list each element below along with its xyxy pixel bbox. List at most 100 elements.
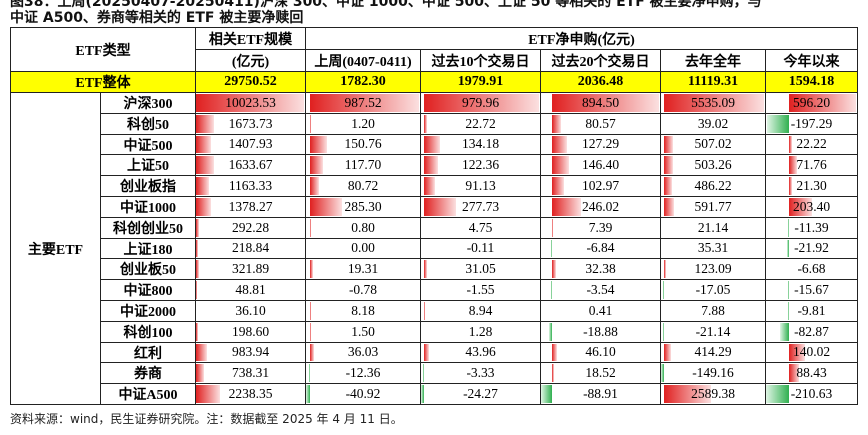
cell: 979.96 bbox=[420, 92, 541, 114]
cell-text: 134.18 bbox=[461, 136, 500, 152]
cell: 140.02 bbox=[765, 341, 858, 364]
data-bar bbox=[310, 302, 312, 320]
cell: 8.94 bbox=[420, 300, 541, 322]
cell: -0.11 bbox=[420, 237, 541, 260]
data-bar bbox=[306, 385, 311, 403]
cell-text: 18.52 bbox=[585, 365, 616, 381]
data-bar bbox=[789, 94, 856, 112]
cell-text: 10023.53 bbox=[225, 94, 276, 110]
cell-text: -11.39 bbox=[794, 219, 829, 235]
data-bar bbox=[421, 385, 424, 403]
data-bar bbox=[663, 135, 673, 154]
data-bar bbox=[423, 114, 427, 133]
cell-text: 22.22 bbox=[796, 136, 827, 152]
cell-text: 0.41 bbox=[588, 302, 613, 318]
cell-text: -21.92 bbox=[794, 240, 829, 256]
cell-text: 1.50 bbox=[351, 323, 375, 339]
cell: -18.88 bbox=[540, 320, 661, 343]
cell: 今年以来 bbox=[765, 49, 858, 72]
cell-text: -6.84 bbox=[586, 240, 615, 256]
cell-text: 122.36 bbox=[461, 157, 500, 173]
data-bar bbox=[789, 177, 792, 195]
cell: -21.92 bbox=[765, 237, 858, 260]
cell: 146.40 bbox=[540, 154, 661, 177]
cell-text: -1.55 bbox=[466, 282, 495, 298]
cell: 1407.93 bbox=[195, 133, 306, 156]
cell: 91.13 bbox=[420, 175, 541, 197]
data-bar bbox=[310, 135, 328, 154]
cell-text: -17.05 bbox=[695, 282, 731, 298]
cell-text: 127.29 bbox=[581, 136, 620, 152]
cell: 科创50 bbox=[100, 112, 196, 135]
cell-text: 8.18 bbox=[351, 302, 375, 318]
cell: 277.73 bbox=[420, 196, 541, 218]
cell-text: -0.78 bbox=[348, 282, 378, 298]
cell: 0.41 bbox=[540, 300, 661, 322]
cell-text: -149.16 bbox=[692, 365, 734, 381]
cell-text: 2238.35 bbox=[228, 386, 273, 402]
data-bar bbox=[196, 177, 209, 195]
data-bar bbox=[551, 156, 570, 175]
cell-text: 123.09 bbox=[694, 261, 732, 277]
cell-text: 198.60 bbox=[231, 323, 270, 339]
data-bar bbox=[789, 364, 800, 383]
cell: 上证50 bbox=[100, 154, 196, 177]
data-bar bbox=[196, 114, 215, 133]
cell: 上证180 bbox=[100, 237, 196, 260]
cell-text: 150.76 bbox=[344, 136, 382, 152]
cell: 2589.38 bbox=[660, 383, 766, 405]
cell-text: 7.88 bbox=[701, 302, 725, 318]
cell-text: 46.10 bbox=[585, 344, 616, 360]
cell: -15.67 bbox=[765, 279, 858, 301]
cell: 738.31 bbox=[195, 362, 306, 385]
cell: 285.30 bbox=[305, 196, 421, 218]
data-bar bbox=[551, 177, 564, 195]
cell-text: -197.29 bbox=[790, 115, 833, 131]
cell-text: 43.96 bbox=[465, 344, 496, 360]
data-bar bbox=[196, 239, 199, 258]
cell: 10023.53 bbox=[195, 92, 306, 114]
cell-text: 1.20 bbox=[351, 115, 375, 131]
cell-text: -0.11 bbox=[466, 240, 495, 256]
footer: 资料来源：wind，民生证券研究院。注：数据截至 2025 年 4 月 11 日… bbox=[10, 412, 403, 426]
cell: 上周(0407-0411) bbox=[305, 49, 421, 72]
data-bar bbox=[196, 260, 200, 279]
cell: 1633.67 bbox=[195, 154, 306, 177]
cell: 122.36 bbox=[420, 154, 541, 177]
cell-text: 22.72 bbox=[465, 115, 496, 131]
cell: 0.00 bbox=[305, 237, 421, 260]
cell: -197.29 bbox=[765, 112, 858, 135]
cell-text: 8.94 bbox=[468, 302, 493, 318]
cell: 1673.73 bbox=[195, 112, 306, 135]
cell: 5535.09 bbox=[660, 92, 766, 114]
data-bar bbox=[423, 260, 428, 279]
data-bar bbox=[767, 114, 790, 133]
cell-text: 主要ETF bbox=[27, 242, 84, 258]
cell-text: 11119.31 bbox=[687, 74, 739, 89]
cell-text: 35.31 bbox=[697, 240, 729, 256]
cell: 去年全年 bbox=[660, 49, 766, 72]
cell: 48.81 bbox=[195, 279, 306, 301]
cell-text: 1782.30 bbox=[340, 74, 386, 89]
cell: -9.81 bbox=[765, 300, 858, 322]
cell: 203.40 bbox=[765, 196, 858, 218]
cell-text: -40.92 bbox=[345, 386, 381, 402]
cell-text: 486.22 bbox=[694, 178, 732, 194]
cell-text: 券商 bbox=[134, 367, 162, 383]
cell-text: 102.97 bbox=[581, 178, 620, 194]
cell: 中证A500 bbox=[100, 383, 196, 405]
cell: 292.28 bbox=[195, 216, 306, 239]
data-bar bbox=[788, 302, 790, 320]
data-bar bbox=[423, 198, 457, 216]
cell: 4.75 bbox=[420, 216, 541, 239]
cell-text: ETF类型 bbox=[75, 43, 131, 59]
cell: 中证1000 bbox=[100, 196, 196, 218]
cell: 36.03 bbox=[305, 341, 421, 364]
cell-text: 32.38 bbox=[585, 261, 616, 277]
data-bar bbox=[196, 322, 199, 341]
cell-text: 91.13 bbox=[465, 178, 496, 194]
data-bar bbox=[789, 135, 792, 154]
cell-text: 1594.18 bbox=[788, 74, 835, 89]
cell: 80.72 bbox=[305, 175, 421, 197]
data-bar bbox=[310, 94, 419, 112]
